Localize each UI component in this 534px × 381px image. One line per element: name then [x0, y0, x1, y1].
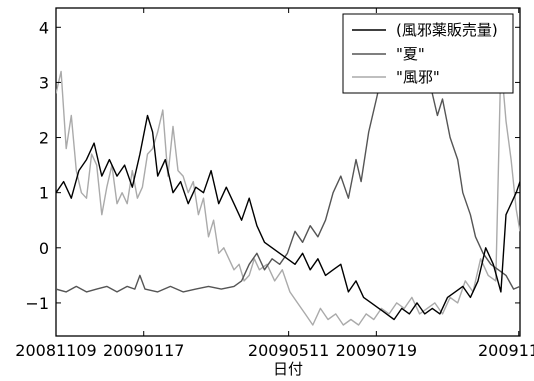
series-line-2	[56, 59, 520, 326]
x-axis-label: 日付	[273, 360, 303, 378]
y-tick-label-1: 0	[39, 239, 49, 258]
y-tick-label-0: −1	[25, 294, 49, 313]
series-line-0	[56, 114, 520, 321]
series-layer	[56, 32, 520, 326]
series-line-1	[56, 32, 520, 293]
y-tick-label-2: 1	[39, 184, 49, 203]
x-tick-label-4: 20091108	[478, 341, 534, 360]
x-tick-label-1: 20090117	[103, 341, 184, 360]
y-tick-label-4: 3	[39, 73, 49, 92]
x-tick-label-3: 20090719	[336, 341, 417, 360]
legend-label-1: "夏"	[396, 45, 425, 63]
x-tick-label-0: 20081109	[15, 341, 96, 360]
legend-label-0: (風邪薬販売量)	[396, 21, 498, 39]
legend-label-2: "風邪"	[396, 68, 440, 86]
legend: (風邪薬販売量) "夏" "風邪"	[342, 13, 514, 94]
y-tick-label-3: 2	[39, 129, 49, 148]
y-tick-label-5: 4	[39, 18, 49, 37]
x-tick-label-2: 20090511	[248, 341, 329, 360]
legend-box	[342, 13, 514, 94]
axis-layer: 20081109 20090117 20090511 20090719 20091108…	[15, 8, 534, 360]
